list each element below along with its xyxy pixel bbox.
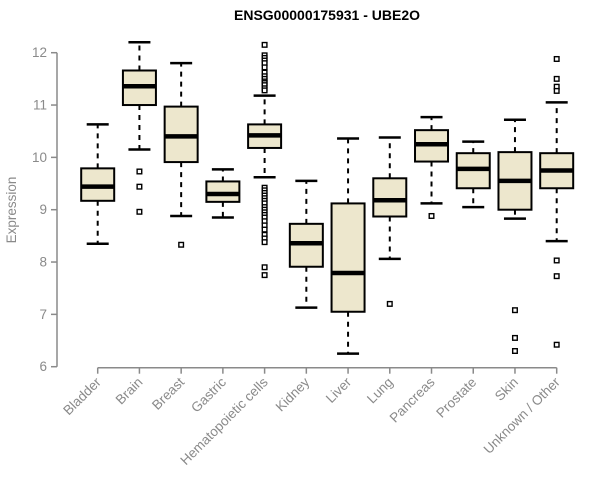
outlier-point	[261, 87, 268, 94]
outlier-point	[261, 64, 268, 71]
y-tick-label: 11	[33, 98, 47, 113]
outlier-point	[136, 168, 143, 175]
y-tick-label: 12	[32, 45, 47, 60]
outlier-point	[386, 300, 393, 307]
iqr-box	[330, 202, 366, 313]
x-category-label: Breast	[149, 374, 187, 412]
outlier-point	[553, 55, 560, 62]
x-category-label: Liver	[323, 374, 355, 406]
outlier-point	[553, 257, 560, 264]
boxplot-prostate	[455, 140, 491, 209]
boxplot-skin	[497, 118, 533, 355]
outlier-point	[261, 239, 268, 246]
outlier-point	[553, 341, 560, 348]
boxplot-breast	[163, 61, 199, 248]
boxplot-hematopoietic-cells	[247, 41, 283, 279]
x-category-label: Bladder	[60, 374, 104, 418]
y-tick-label: 6	[39, 359, 47, 374]
x-category-label: Skin	[492, 375, 521, 404]
boxplot-bladder	[80, 123, 116, 245]
x-category-label: Brain	[113, 375, 146, 408]
y-tick-label: 7	[39, 307, 47, 322]
outlier-point	[136, 183, 143, 190]
iqr-box	[372, 177, 408, 218]
boxplot-kidney	[288, 179, 324, 309]
chart-title: ENSG00000175931 - UBE2O	[234, 7, 420, 23]
outlier-point	[553, 273, 560, 280]
y-tick-label: 8	[39, 255, 47, 270]
iqr-box	[205, 180, 241, 203]
x-category-label: Lung	[364, 375, 396, 407]
outlier-point	[553, 87, 560, 94]
boxplot-liver	[330, 137, 366, 355]
outlier-point	[511, 348, 518, 355]
boxplot-brain	[121, 40, 157, 215]
outlier-point	[511, 334, 518, 341]
outlier-point	[261, 272, 268, 279]
y-tick-label: 10	[32, 150, 47, 165]
x-category-label: Prostate	[433, 375, 479, 421]
outlier-point	[511, 307, 518, 314]
outlier-point	[261, 226, 268, 233]
outlier-point	[136, 208, 143, 215]
boxplot-unknown-other	[539, 55, 575, 348]
outlier-point	[261, 41, 268, 48]
x-category-label: Unknown / Other	[481, 374, 564, 457]
outlier-point	[553, 75, 560, 82]
outlier-point	[178, 241, 185, 248]
x-category-label: Gastric	[188, 374, 229, 415]
y-axis-title: Expression	[4, 177, 19, 244]
plot-area	[80, 40, 575, 355]
outlier-point	[261, 264, 268, 271]
boxplot-pancreas	[414, 115, 450, 219]
boxplot-gastric	[205, 168, 241, 219]
outlier-point	[428, 212, 435, 219]
x-category-label: Kidney	[273, 374, 313, 414]
boxplot-lung	[372, 136, 408, 307]
x-category-label: Pancreas	[387, 374, 438, 425]
y-tick-label: 9	[39, 202, 47, 217]
